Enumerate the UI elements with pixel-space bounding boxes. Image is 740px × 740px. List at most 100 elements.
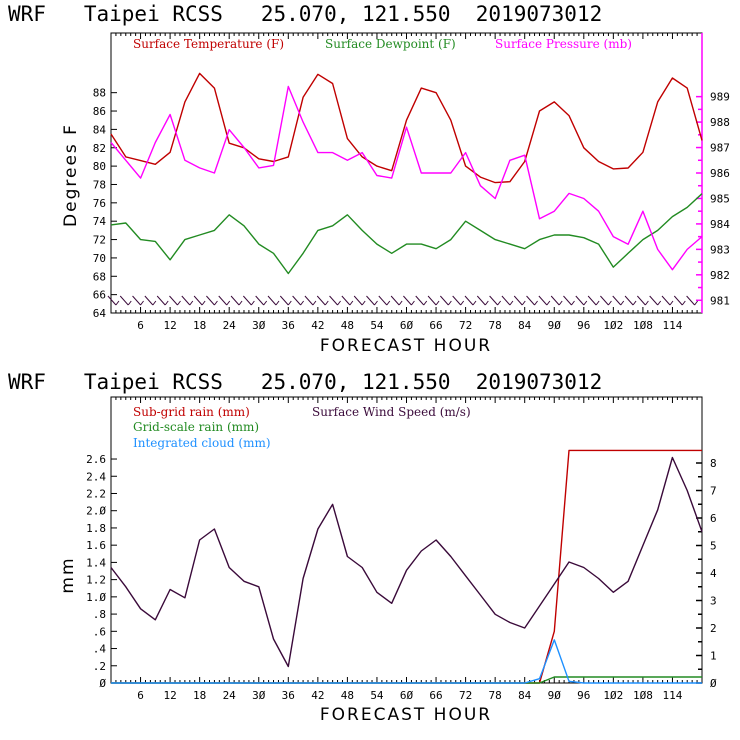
wind-barb-flag	[214, 300, 218, 306]
legend-subgrid-rain: Sub-grid rain (mm)	[133, 405, 250, 419]
surface-dewpoint-line	[110, 193, 703, 275]
wind-barb	[476, 295, 486, 306]
sub-grid-rain-line	[111, 449, 702, 684]
legend-gridscale-rain: Grid-scale rain (mm)	[133, 420, 259, 434]
bottom-chart-title: WRF Taipei RCSS 25.070, 121.550 20190730…	[8, 370, 602, 394]
x-tick-label: 1Ø2	[603, 319, 623, 332]
y2-tick-label: 3	[710, 595, 717, 608]
wind-barb-flag	[312, 300, 317, 306]
wind-barb	[144, 295, 154, 306]
y2-tick-label: 986	[710, 167, 730, 180]
wind-barb	[489, 295, 498, 306]
wind-barb-flag	[201, 300, 206, 306]
wind-barb	[501, 295, 511, 306]
x-tick-label: 36	[282, 319, 295, 332]
wind-barb-flag	[361, 300, 366, 306]
wind-barb-flag	[386, 300, 391, 306]
y-tick-label: .4	[93, 643, 107, 656]
y2-tick-label: 1	[710, 650, 717, 663]
x-tick-label: 54	[370, 689, 384, 702]
wind-barb-flag	[423, 300, 428, 306]
y-tick-label: 88	[93, 87, 106, 100]
x-tick-label: 72	[459, 689, 472, 702]
wind-barb	[612, 295, 622, 306]
top-series	[110, 72, 703, 275]
x-tick-label: 18	[193, 689, 206, 702]
wind-barb	[279, 295, 289, 306]
wind-barb-flag	[300, 300, 305, 306]
top-plot-frame	[110, 32, 703, 314]
x-tick-label: 84	[518, 319, 532, 332]
y-tick-label: 76	[93, 197, 106, 210]
wind-barb	[119, 295, 129, 306]
x-tick-label: 12	[163, 689, 176, 702]
wind-barb	[169, 295, 178, 306]
integrated-cloud-line	[111, 639, 702, 684]
y-tick-label: 78	[93, 178, 106, 191]
wind-barb	[267, 295, 277, 306]
bottom-x-axis-label: FORECAST HOUR	[320, 705, 492, 725]
wind-barb	[292, 295, 301, 306]
wind-barb	[673, 295, 683, 306]
top-chart-title: WRF Taipei RCSS 25.070, 121.550 20190730…	[8, 2, 602, 26]
y-tick-label: Ø	[99, 677, 106, 690]
wind-barb-flag	[287, 300, 292, 306]
y-tick-label: 74	[93, 215, 107, 228]
x-tick-label: 12	[163, 319, 176, 332]
x-tick-label: 9Ø	[548, 689, 562, 702]
y-tick-label: .2	[93, 660, 106, 673]
y2-tick-label: 987	[710, 142, 730, 155]
x-tick-label: 78	[489, 689, 502, 702]
bottom-y-axis-label: mm	[58, 556, 78, 593]
x-tick-label: 96	[577, 689, 590, 702]
surface-pressure-line	[110, 85, 703, 271]
wind-barb-flag	[152, 300, 157, 306]
y-tick-label: 70	[93, 252, 106, 265]
wind-barb-flag	[644, 300, 649, 306]
wind-barb	[329, 295, 338, 306]
wind-barb	[513, 295, 523, 306]
y2-tick-label: 4	[710, 567, 717, 580]
x-tick-label: 6Ø	[400, 319, 414, 332]
y-tick-label: 82	[93, 142, 106, 155]
x-tick-label: 1Ø8	[633, 319, 653, 332]
x-tick-label: 6Ø	[400, 689, 414, 702]
x-tick-label: 1Ø8	[633, 689, 653, 702]
wind-barb	[550, 295, 560, 306]
y-tick-label: 1.4	[86, 556, 106, 569]
wind-barb	[600, 295, 609, 306]
wind-barb	[353, 295, 363, 306]
x-tick-label: 6	[137, 319, 144, 332]
y-tick-label: 1.Ø	[86, 591, 106, 604]
y-tick-label: 1.8	[86, 522, 106, 535]
wind-barb-flag	[595, 300, 600, 306]
wind-barb-flag	[620, 300, 625, 306]
y-tick-label: 80	[93, 160, 106, 173]
wind-barb-flag	[127, 300, 132, 306]
wind-barb	[427, 295, 437, 306]
wind-barb-flag	[583, 300, 588, 306]
wind-barb	[366, 295, 375, 306]
x-tick-label: 48	[341, 319, 354, 332]
wind-barb	[575, 295, 585, 306]
wind-barb-flag	[238, 300, 243, 306]
wind-barb	[636, 295, 646, 306]
wind-barb	[316, 295, 326, 306]
wind-barb-flag	[472, 300, 477, 306]
wind-barb	[624, 295, 634, 306]
y-tick-label: .6	[93, 625, 106, 638]
x-tick-label: 78	[489, 319, 502, 332]
wind-barb-flag	[657, 300, 662, 306]
x-tick-label: 66	[429, 689, 442, 702]
wind-barb-flag	[521, 300, 526, 306]
x-tick-label: 42	[311, 319, 324, 332]
y2-tick-label: 7	[710, 485, 717, 498]
y-tick-label: 84	[93, 123, 107, 136]
wind-barb-flag	[374, 300, 378, 306]
x-tick-label: 66	[429, 319, 442, 332]
x-tick-label: 3Ø	[252, 319, 266, 332]
x-tick-label: 96	[577, 319, 590, 332]
y-tick-label: 2.6	[86, 453, 106, 466]
top-x-ticks: 6 12 18 24 3Ø 36 42 48 54 6Ø 66 72 78 84 9Ø 96 1Ø2 1Ø8 114	[115, 33, 698, 332]
